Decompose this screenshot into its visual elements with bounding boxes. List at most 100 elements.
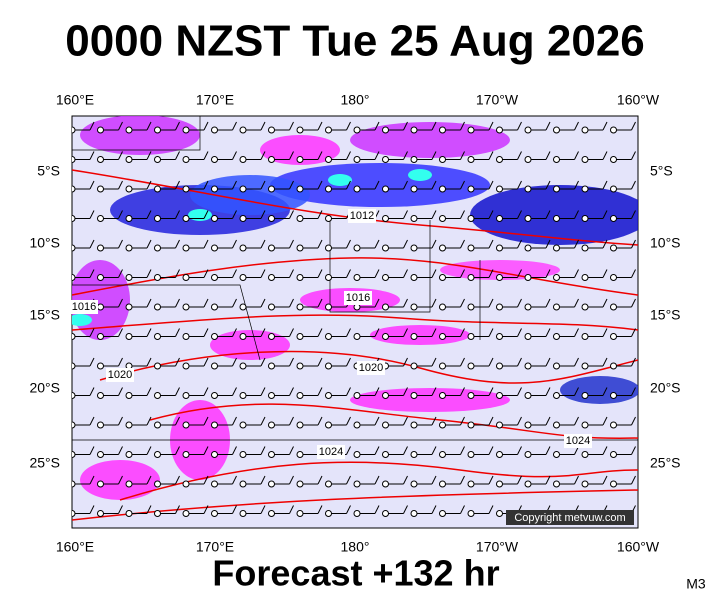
station — [610, 362, 617, 370]
corner-label: M3 — [686, 576, 706, 592]
station — [524, 303, 532, 311]
station — [353, 421, 361, 429]
title: 0000 NZST Tue 25 Aug 2026 — [65, 17, 645, 66]
station — [211, 303, 218, 311]
barb-flag — [232, 180, 237, 190]
barb-flag — [574, 416, 579, 426]
barb-flag — [232, 505, 237, 514]
station — [524, 244, 532, 252]
station — [125, 480, 133, 488]
barb-flag — [260, 387, 266, 396]
station — [325, 215, 332, 222]
isobar-label: 1020 — [359, 362, 383, 374]
barb-flag — [260, 505, 266, 514]
barb-flag — [317, 357, 323, 367]
station — [268, 421, 275, 429]
station — [182, 480, 190, 488]
barb-flag — [488, 180, 494, 190]
station — [239, 274, 247, 281]
barb-flag — [574, 387, 579, 396]
barb-flag — [431, 446, 437, 455]
isobar-label: 1016 — [346, 292, 370, 304]
station — [353, 333, 361, 340]
barb-flag — [260, 475, 266, 485]
station — [353, 156, 361, 163]
station — [72, 480, 76, 488]
barb-flag — [374, 446, 380, 455]
barb-flag — [118, 475, 123, 485]
station — [268, 185, 275, 193]
barb-flag — [574, 269, 579, 278]
station — [410, 156, 418, 163]
barb-flag — [175, 387, 180, 396]
station — [467, 480, 475, 488]
barb-flag — [260, 416, 266, 426]
lat-label-right: 25°S — [650, 455, 681, 471]
footer: Forecast +132 hr — [212, 553, 499, 594]
station — [410, 274, 418, 281]
barb-flag — [545, 298, 551, 308]
station — [410, 480, 418, 488]
precip-area — [560, 376, 638, 404]
barb-flag — [431, 269, 437, 278]
barb-flag — [403, 151, 408, 160]
precip-area — [190, 175, 310, 215]
isobar-label: 1012 — [350, 210, 374, 222]
barb-flag — [232, 298, 237, 308]
barb-flag — [403, 505, 408, 514]
station — [524, 156, 532, 163]
station — [410, 215, 418, 222]
barb-flag — [488, 357, 494, 367]
station — [268, 244, 275, 252]
station — [496, 185, 503, 193]
barb-flag — [203, 416, 209, 426]
barb-flag — [203, 328, 209, 337]
barb-flag — [460, 446, 465, 455]
lon-label-bottom: 170°W — [476, 539, 519, 555]
barb-flag — [232, 446, 237, 455]
barb-flag — [232, 269, 237, 278]
barb-flag — [517, 298, 522, 308]
barb-flag — [460, 298, 465, 308]
station — [353, 185, 361, 193]
station — [239, 362, 247, 370]
barb-flag — [431, 151, 437, 160]
station — [182, 451, 190, 458]
barb-flag — [260, 239, 266, 249]
barb-flag — [602, 416, 608, 426]
barb-flag — [346, 151, 351, 160]
station — [524, 126, 532, 134]
barb-flag — [146, 328, 152, 337]
barb-flag — [146, 210, 152, 219]
station — [524, 274, 532, 281]
station — [97, 421, 104, 429]
barb-flag — [403, 239, 408, 249]
station — [382, 303, 389, 311]
barb-flag — [232, 357, 237, 367]
station — [268, 274, 275, 281]
barb-flag — [545, 328, 551, 337]
barb-flag — [403, 180, 408, 190]
barb-flag — [545, 239, 551, 249]
station — [467, 126, 475, 134]
station — [182, 156, 190, 163]
isobar-label: 1024 — [319, 446, 343, 458]
barb-flag — [374, 121, 380, 131]
barb-flag — [146, 269, 152, 278]
station — [154, 126, 161, 134]
station — [439, 244, 446, 252]
station — [353, 126, 361, 134]
station — [496, 421, 503, 429]
station — [97, 156, 104, 163]
barb-flag — [289, 298, 294, 308]
station — [296, 362, 304, 370]
barb-flag — [460, 416, 465, 426]
barb-flag — [146, 416, 152, 426]
station — [239, 451, 247, 458]
station — [467, 421, 475, 429]
station — [524, 392, 532, 399]
station — [239, 510, 247, 517]
station — [72, 392, 76, 399]
barb-flag — [488, 239, 494, 249]
